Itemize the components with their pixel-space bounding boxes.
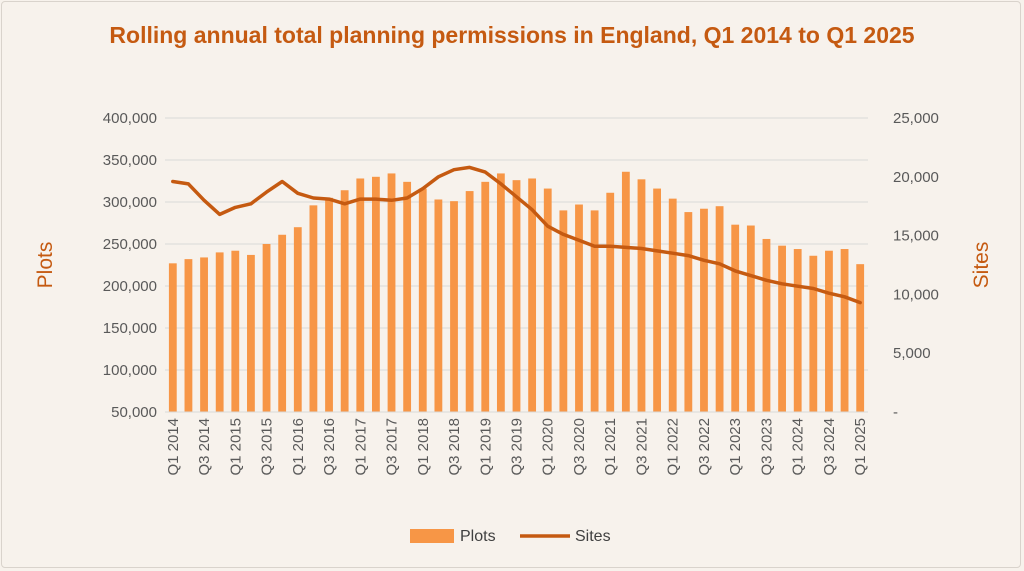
bar-plots [387, 173, 396, 412]
x-tick-label: Q3 2020 [571, 418, 588, 476]
bar-plots [731, 224, 740, 412]
x-tick-label: Q3 2021 [633, 418, 650, 476]
bar-plots [184, 259, 193, 412]
bar-plots [512, 180, 521, 412]
x-tick-label: Q1 2022 [665, 418, 682, 476]
bar-plots [559, 210, 568, 412]
y2-axis-title: Sites [970, 242, 993, 289]
bar-plots [793, 249, 802, 412]
bar-plots [637, 179, 646, 412]
x-tick-label: Q1 2015 [227, 418, 244, 476]
bar-plots [168, 263, 177, 412]
bar-plots [606, 192, 615, 412]
bar-plots [450, 201, 458, 412]
legend-label-sites: Sites [575, 528, 611, 545]
x-tick-label: Q1 2017 [352, 418, 369, 476]
bar-plots [496, 173, 505, 412]
bar-plots [746, 225, 755, 412]
chart-title: Rolling annual total planning permission… [109, 22, 915, 48]
y-tick-label: 250,000 [103, 236, 157, 253]
bar-plots [684, 212, 693, 412]
bar-plots [293, 227, 302, 412]
y-tick-label: 400,000 [103, 110, 157, 127]
y-tick-label: 300,000 [103, 194, 157, 211]
x-tick-label: Q3 2024 [821, 418, 838, 476]
x-tick-label: Q1 2020 [540, 418, 557, 476]
x-tick-label: Q1 2016 [290, 418, 307, 476]
bar-plots [465, 191, 474, 412]
bar-plots [825, 250, 833, 412]
x-tick-label: Q1 2018 [415, 418, 432, 476]
bar-plots [668, 198, 677, 412]
x-tick-label: Q1 2021 [602, 418, 619, 476]
x-tick-label: Q3 2019 [509, 418, 526, 476]
x-tick-label: Q3 2016 [321, 418, 338, 476]
y-tick-label: 50,000 [111, 404, 157, 421]
y-axis-title: Plots [34, 242, 57, 289]
x-tick-label: Q1 2023 [727, 418, 744, 476]
legend-label-plots: Plots [460, 528, 496, 545]
bar-plots [762, 238, 771, 412]
x-tick-label: Q1 2024 [790, 418, 807, 476]
y-tick-label: 350,000 [103, 152, 157, 169]
x-tick-label: Q3 2015 [259, 418, 276, 476]
bar-plots [325, 197, 333, 412]
line-sites [171, 165, 862, 305]
y2-tick-label: 25,000 [893, 110, 939, 127]
bar-plots [278, 234, 287, 412]
x-tick-label: Q3 2017 [384, 418, 401, 476]
bar-plots [590, 210, 599, 412]
bar-plots [575, 204, 583, 412]
y-tick-label: 200,000 [103, 278, 157, 295]
bar-plots [247, 254, 255, 412]
bar-plots [200, 257, 208, 412]
x-tick-label: Q3 2023 [758, 418, 775, 476]
bar-plots [715, 206, 724, 412]
bar-plots [262, 244, 271, 412]
bar-plots [809, 255, 818, 412]
y2-tick-label: 15,000 [893, 228, 939, 245]
y2-tick-label: 5,000 [893, 345, 931, 362]
y-tick-label: 100,000 [103, 362, 157, 379]
bar-plots [418, 188, 427, 412]
bar-plots [856, 264, 865, 412]
bar-plots [403, 181, 412, 412]
bar-plots [481, 181, 490, 412]
bar-plots [840, 249, 849, 412]
x-tick-label: Q3 2022 [696, 418, 713, 476]
bar-plots [528, 178, 537, 412]
y-tick-label: 150,000 [103, 320, 157, 337]
bar-plots [434, 199, 443, 412]
bar-plots [543, 188, 552, 412]
bar-plots [653, 188, 662, 412]
x-tick-label: Q3 2018 [446, 418, 463, 476]
bar-plots [215, 252, 224, 412]
bar-plots [231, 250, 240, 412]
y2-tick-label: 20,000 [893, 169, 939, 186]
bar-plots [700, 208, 708, 412]
bar-plots [309, 205, 318, 412]
x-tick-label: Q1 2019 [477, 418, 494, 476]
bar-plots [340, 190, 349, 412]
bar-plots [778, 245, 786, 412]
y2-tick-label: 10,000 [893, 286, 939, 303]
bar-plots [621, 171, 630, 412]
legend-swatch-plots [410, 529, 454, 543]
bar-plots [356, 178, 365, 412]
bar-plots [371, 176, 380, 412]
x-tick-label: Q1 2014 [165, 418, 182, 476]
y2-tick-label: - [893, 404, 898, 421]
x-tick-label: Q3 2014 [196, 418, 213, 476]
x-tick-label: Q1 2025 [852, 418, 869, 476]
